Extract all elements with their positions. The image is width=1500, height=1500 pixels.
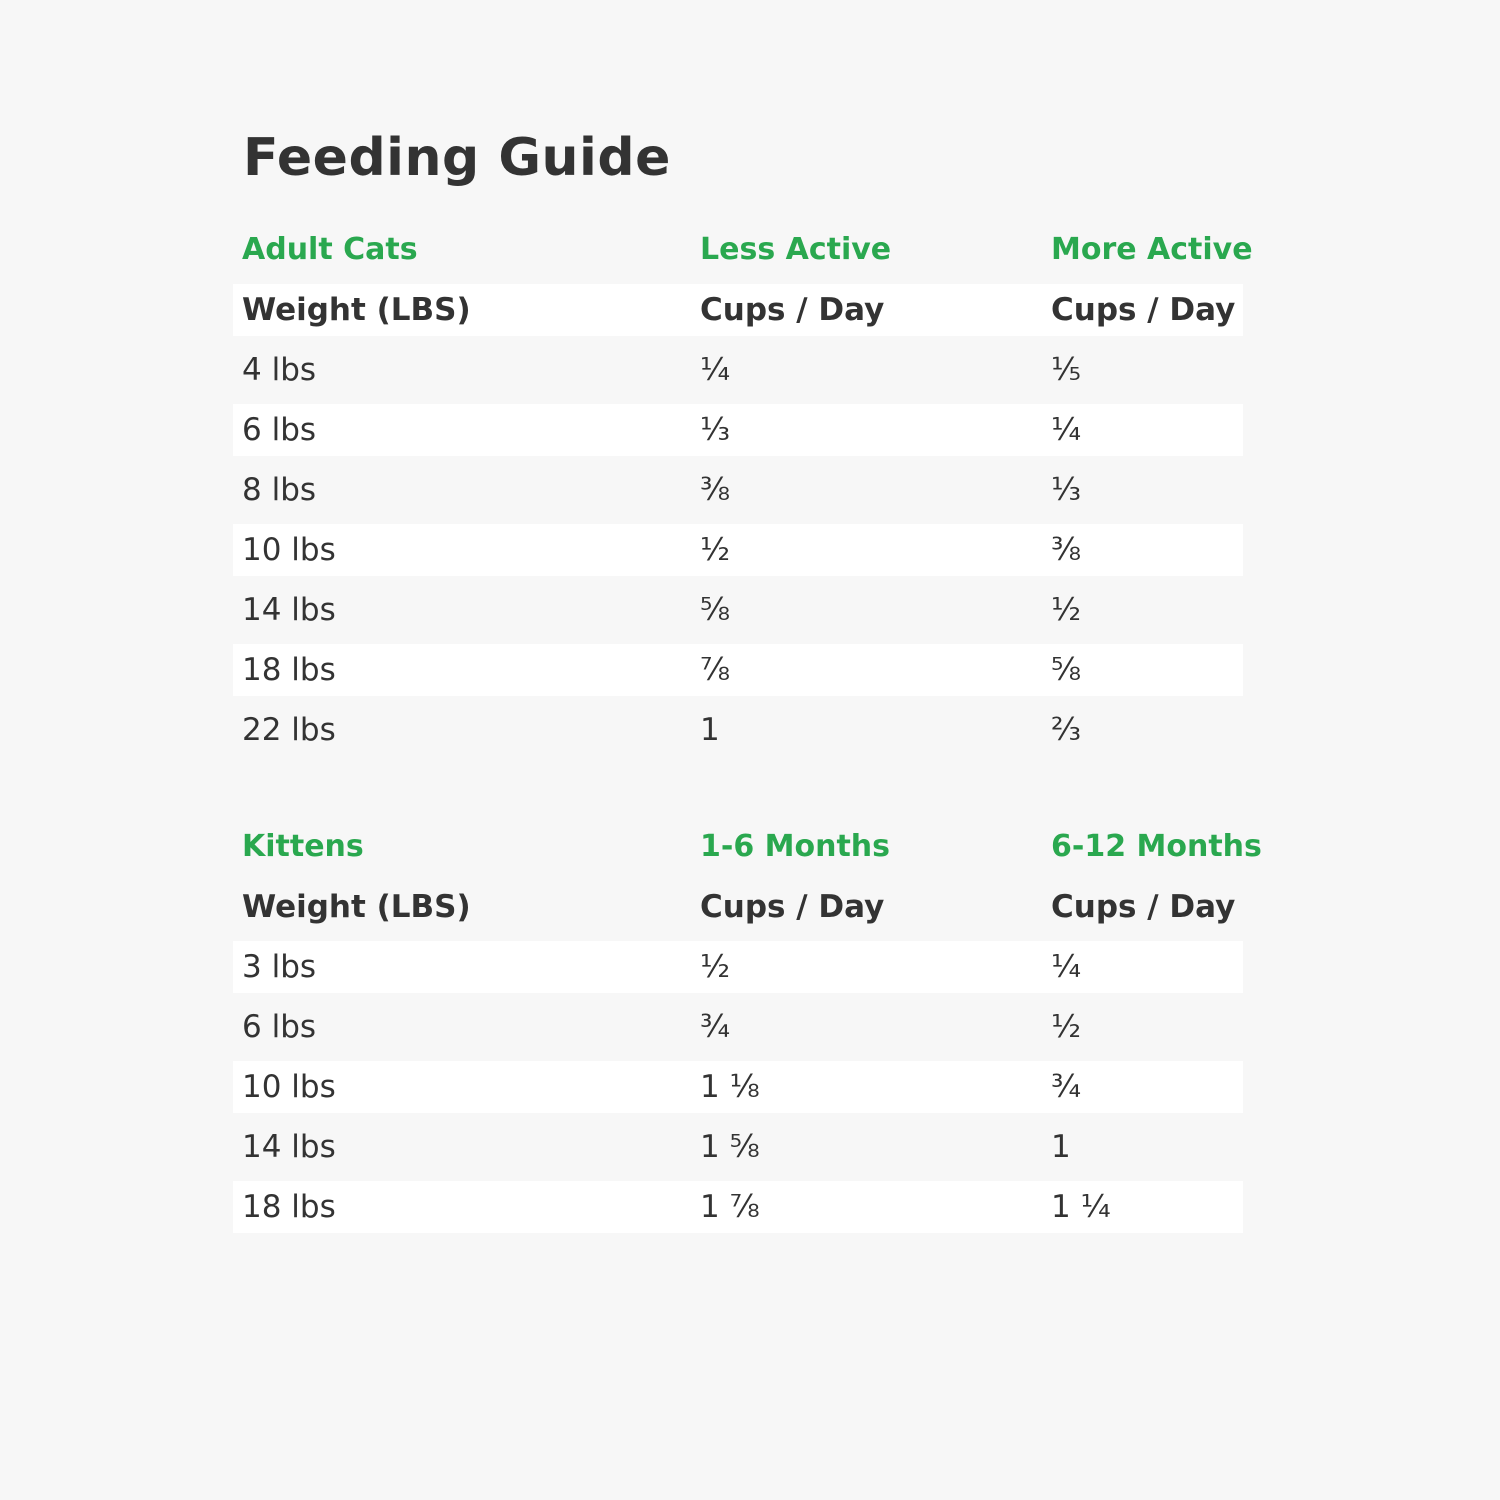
group-heading-row: Kittens 1-6 Months 6-12 Months xyxy=(233,821,1262,873)
more-cell: ¾ xyxy=(1051,1069,1082,1105)
less-cell: ⅜ xyxy=(700,472,731,508)
less-cell: Cups / Day xyxy=(700,292,885,328)
table-row: 18 lbs ⅞ ⅝ xyxy=(233,644,1243,696)
more-cell: More Active xyxy=(1051,232,1253,267)
weight-cell: 10 lbs xyxy=(242,532,336,568)
less-cell: ¼ xyxy=(700,352,731,388)
more-cell: ¼ xyxy=(1051,949,1082,985)
less-cell: ¾ xyxy=(700,1009,731,1045)
less-cell: ½ xyxy=(700,949,731,985)
weight-cell: 6 lbs xyxy=(242,1009,317,1045)
weight-cell: 22 lbs xyxy=(242,712,336,748)
table-row: 6 lbs ¾ ½ xyxy=(233,1001,1243,1053)
less-cell: ⅞ xyxy=(700,652,731,688)
table-row: 10 lbs 1 ⅛ ¾ xyxy=(233,1061,1243,1113)
less-cell: 1 ⅝ xyxy=(700,1129,760,1165)
more-cell: ½ xyxy=(1051,1009,1082,1045)
weight-cell: 14 lbs xyxy=(242,1129,336,1165)
weight-cell: 4 lbs xyxy=(242,352,317,388)
weight-cell: 10 lbs xyxy=(242,1069,336,1105)
weight-cell: Adult Cats xyxy=(242,232,418,267)
less-cell: 1 ⅞ xyxy=(700,1189,760,1225)
more-cell: 1 ¼ xyxy=(1051,1189,1111,1225)
weight-cell: Kittens xyxy=(242,829,364,864)
table-row: 14 lbs ⅝ ½ xyxy=(233,584,1243,636)
more-cell: ⅝ xyxy=(1051,652,1082,688)
table-row: 6 lbs ⅓ ¼ xyxy=(233,404,1243,456)
more-cell: 1 xyxy=(1051,1129,1071,1165)
less-cell: ⅓ xyxy=(700,412,731,448)
weight-cell: 18 lbs xyxy=(242,652,336,688)
less-cell: 1 ⅛ xyxy=(700,1069,760,1105)
adult-cats-table: Adult Cats Less Active More Active Weight (… xyxy=(233,224,1253,764)
table-row: 4 lbs ¼ ⅕ xyxy=(233,344,1243,396)
weight-cell: Weight (LBS) xyxy=(242,292,471,328)
more-cell: ⅔ xyxy=(1051,712,1082,748)
more-cell: ¼ xyxy=(1051,412,1082,448)
less-cell: Less Active xyxy=(700,232,892,267)
weight-cell: 8 lbs xyxy=(242,472,317,508)
less-cell: 1-6 Months xyxy=(700,829,891,864)
less-cell: 1 xyxy=(700,712,720,748)
weight-cell: Weight (LBS) xyxy=(242,889,471,925)
more-cell: ½ xyxy=(1051,592,1082,628)
column-header-row: Weight (LBS) Cups / Day Cups / Day xyxy=(233,881,1243,933)
table-row: 18 lbs 1 ⅞ 1 ¼ xyxy=(233,1181,1243,1233)
more-cell: ⅜ xyxy=(1051,532,1082,568)
table-row: 8 lbs ⅜ ⅓ xyxy=(233,464,1243,516)
more-cell: Cups / Day xyxy=(1051,292,1236,328)
less-cell: Cups / Day xyxy=(700,889,885,925)
more-cell: 6-12 Months xyxy=(1051,829,1262,864)
weight-cell: 3 lbs xyxy=(242,949,317,985)
table-row: 10 lbs ½ ⅜ xyxy=(233,524,1243,576)
group-heading-row: Adult Cats Less Active More Active xyxy=(233,224,1253,276)
more-cell: Cups / Day xyxy=(1051,889,1236,925)
more-cell: ⅓ xyxy=(1051,472,1082,508)
weight-cell: 6 lbs xyxy=(242,412,317,448)
column-header-row: Weight (LBS) Cups / Day Cups / Day xyxy=(233,284,1243,336)
page-title: Feeding Guide xyxy=(243,128,671,188)
table-row: 3 lbs ½ ¼ xyxy=(233,941,1243,993)
weight-cell: 18 lbs xyxy=(242,1189,336,1225)
table-row: 22 lbs 1 ⅔ xyxy=(233,704,1243,756)
kittens-table: Kittens 1-6 Months 6-12 Months Weight (LBS)… xyxy=(233,821,1262,1241)
less-cell: ⅝ xyxy=(700,592,731,628)
more-cell: ⅕ xyxy=(1051,352,1082,388)
weight-cell: 14 lbs xyxy=(242,592,336,628)
table-row: 14 lbs 1 ⅝ 1 xyxy=(233,1121,1243,1173)
less-cell: ½ xyxy=(700,532,731,568)
